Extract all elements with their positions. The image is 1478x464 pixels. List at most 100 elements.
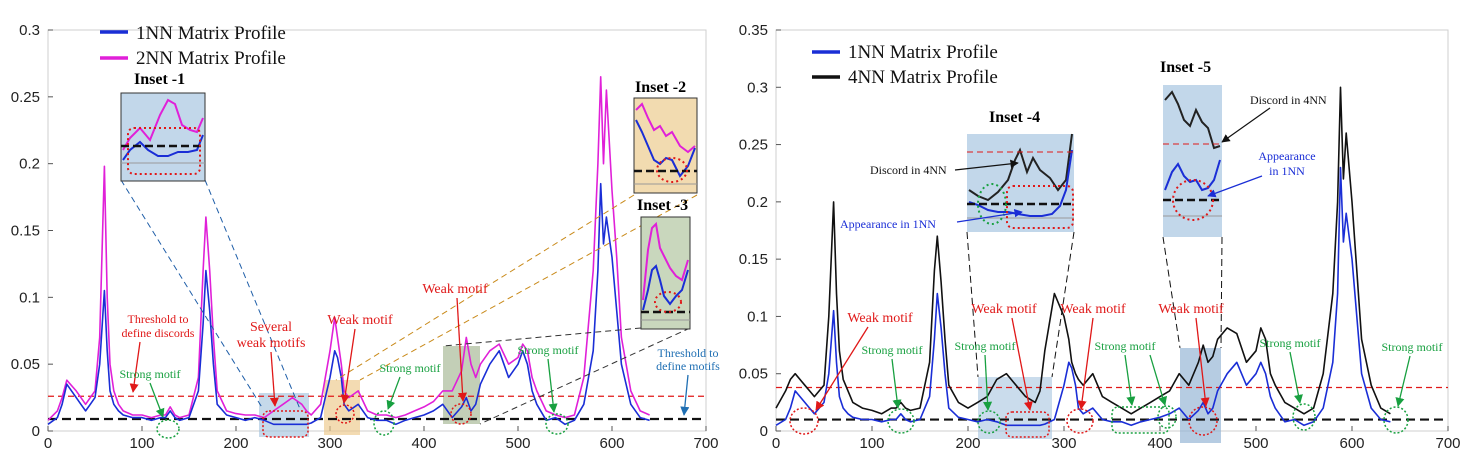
inset-3-title: Inset -3 bbox=[637, 197, 688, 214]
left-strong-motif-label-3: Strong motif bbox=[517, 343, 578, 357]
left-annotations: Threshold to define discords Strong moti… bbox=[119, 282, 720, 418]
inset-1: Inset -1 bbox=[120, 71, 206, 182]
left-strong-motif-ellipse-3 bbox=[545, 413, 569, 435]
left-strong-motif-ellipse-2 bbox=[373, 410, 395, 436]
y-tick-label: 0.25 bbox=[11, 89, 40, 106]
left-chart: 0 100 200 300 400 500 600 700 0 0.05 0.1 0.15 0.2 0.2… bbox=[11, 22, 720, 452]
y-tick-label: 0.1 bbox=[747, 308, 768, 325]
series-line-4nn bbox=[775, 86, 1391, 415]
right-axis-ticks: 0 100 200 300 400 500 600 700 0 0.05 0.1 0.15 0.2 0.2… bbox=[739, 22, 1461, 452]
left-legend-1nn: 1NN Matrix Profile bbox=[136, 23, 286, 44]
left-zoom-line bbox=[120, 179, 264, 410]
x-tick-label: 400 bbox=[1147, 435, 1172, 452]
left-thresholds bbox=[48, 395, 706, 421]
y-tick-label: 0.2 bbox=[19, 156, 40, 173]
several-weak-label-2: weak motifs bbox=[237, 336, 306, 351]
right-weak-motif-box-1 bbox=[1005, 411, 1050, 438]
right-strong-motif-ellipse-3 bbox=[1157, 405, 1177, 429]
right-series bbox=[775, 86, 1391, 427]
left-weak-motif-ellipse-1 bbox=[335, 404, 355, 424]
right-legend: 1NN Matrix Profile 4NN Matrix Profile bbox=[812, 42, 998, 88]
inset-2-title: Inset -2 bbox=[635, 79, 686, 96]
right-weak-motif-label-3: Weak motif bbox=[1060, 302, 1126, 317]
right-zoom-line bbox=[1162, 236, 1181, 349]
series-line-1nn bbox=[775, 166, 1391, 427]
right-zoom-line bbox=[966, 231, 979, 378]
x-tick-label: 400 bbox=[411, 435, 436, 452]
y-tick-label: 0.25 bbox=[739, 137, 768, 154]
left-strong-motif-label-1: Strong motif bbox=[119, 367, 180, 381]
y-tick-label: 0.35 bbox=[739, 22, 768, 39]
inset-5-title: Inset -5 bbox=[1160, 59, 1211, 76]
right-weak-motif-ellipse-2 bbox=[1066, 408, 1094, 434]
left-strong-motif-ellipse-1 bbox=[156, 419, 180, 439]
right-weak-motif-label-2: Weak motif bbox=[971, 302, 1037, 317]
series-line-1nn bbox=[47, 182, 650, 426]
y-tick-label: 0 bbox=[32, 423, 40, 440]
right-strong-motif-ellipse-1 bbox=[887, 408, 915, 434]
right-strong-motif-label-2: Strong motif bbox=[954, 339, 1015, 353]
left-zoom-line bbox=[335, 194, 635, 381]
left-weak-motif-label-2: Weak motif bbox=[422, 282, 488, 297]
left-legend-2nn: 2NN Matrix Profile bbox=[136, 48, 286, 69]
x-tick-label: 300 bbox=[317, 435, 342, 452]
several-weak-label-1: Several bbox=[250, 320, 292, 335]
right-legend-1nn: 1NN Matrix Profile bbox=[848, 42, 998, 63]
discord-4nn-label-b: Discord in 4NN bbox=[1250, 93, 1327, 107]
right-strong-motif-ellipse-4 bbox=[1292, 403, 1316, 431]
appearance-1nn-label-b-2: in 1NN bbox=[1269, 164, 1305, 178]
right-weak-motif-ellipse-3 bbox=[1188, 406, 1218, 436]
left-weak-motif-label-1: Weak motif bbox=[327, 313, 393, 328]
inset-3: Inset -3 bbox=[637, 197, 691, 330]
left-legend: 1NN Matrix Profile 2NN Matrix Profile bbox=[100, 23, 286, 69]
left-zoom-line bbox=[442, 327, 642, 347]
left-zoom-line bbox=[204, 179, 301, 410]
threshold-discords-label-2: define discords bbox=[122, 326, 195, 340]
right-legend-4nn: 4NN Matrix Profile bbox=[848, 67, 998, 88]
right-chart: 0 100 200 300 400 500 600 700 0 0.05 0.1 0.15 0.2 0.2… bbox=[739, 22, 1461, 452]
right-weak-motif-ellipse-1 bbox=[789, 407, 819, 435]
right-thresholds bbox=[776, 386, 1448, 421]
y-tick-label: 0.2 bbox=[747, 194, 768, 211]
left-weak-motif-box bbox=[262, 410, 309, 438]
right-zoom-line bbox=[1051, 231, 1075, 378]
x-tick-label: 700 bbox=[1435, 435, 1460, 452]
x-tick-label: 600 bbox=[1339, 435, 1364, 452]
right-strong-motif-ellipse-5 bbox=[1383, 406, 1409, 434]
x-tick-label: 600 bbox=[599, 435, 624, 452]
inset-1-title: Inset -1 bbox=[134, 71, 185, 88]
x-tick-label: 100 bbox=[859, 435, 884, 452]
y-tick-label: 0.3 bbox=[19, 22, 40, 39]
inset-2: Inset -2 bbox=[633, 79, 698, 194]
inset-4-title: Inset -4 bbox=[989, 109, 1040, 126]
right-plot-area bbox=[775, 29, 1449, 432]
right-annotations: Discord in 4NN Appearance in 1NN Discord… bbox=[815, 93, 1443, 411]
right-strong-motif-label-3: Strong motif bbox=[1094, 339, 1155, 353]
appearance-1nn-label-a: Appearance in 1NN bbox=[840, 217, 936, 231]
right-strong-motif-label-1: Strong motif bbox=[861, 343, 922, 357]
right-strong-motif-label-4: Strong motif bbox=[1259, 336, 1320, 350]
left-strong-motif-label-2: Strong motif bbox=[379, 361, 440, 375]
threshold-motifs-label-1: Threshold to bbox=[658, 346, 719, 360]
x-tick-label: 0 bbox=[44, 435, 52, 452]
x-tick-label: 700 bbox=[693, 435, 718, 452]
y-tick-label: 0.3 bbox=[747, 79, 768, 96]
left-weak-motif-ellipse-2 bbox=[450, 403, 472, 425]
inset-4: Inset -4 bbox=[967, 109, 1074, 232]
right-highlight-blue-2 bbox=[1180, 348, 1221, 443]
y-tick-label: 0.05 bbox=[739, 366, 768, 383]
y-tick-label: 0 bbox=[760, 423, 768, 440]
discord-4nn-label-a: Discord in 4NN bbox=[870, 163, 947, 177]
y-tick-label: 0.15 bbox=[739, 251, 768, 268]
x-tick-label: 500 bbox=[1243, 435, 1268, 452]
right-zoom-line bbox=[1220, 236, 1223, 349]
x-tick-label: 200 bbox=[223, 435, 248, 452]
appearance-1nn-label-b-1: Appearance bbox=[1258, 149, 1315, 163]
y-tick-label: 0.05 bbox=[11, 356, 40, 373]
y-tick-label: 0.1 bbox=[19, 289, 40, 306]
x-tick-label: 200 bbox=[955, 435, 980, 452]
x-tick-label: 0 bbox=[772, 435, 780, 452]
right-strong-motif-box bbox=[1111, 406, 1170, 434]
right-strong-motif-ellipse-2 bbox=[977, 410, 1001, 434]
